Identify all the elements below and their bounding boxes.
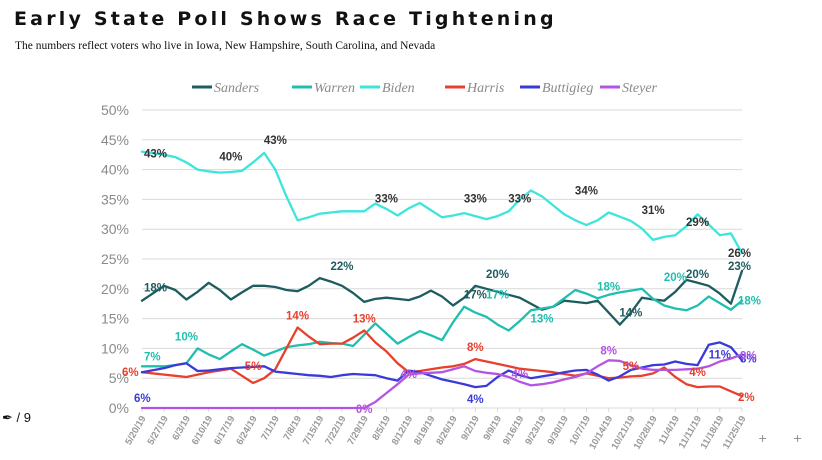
series-line-sanders bbox=[140, 269, 744, 326]
data-label: 4% bbox=[400, 369, 417, 381]
data-label: 34% bbox=[575, 186, 598, 198]
y-tick-label: 30% bbox=[101, 221, 129, 237]
legend: Sanders Warren Biden Harris Buttigieg Steyer bbox=[192, 81, 658, 96]
y-tick-label: 5% bbox=[109, 370, 129, 386]
chart-subtitle: The numbers reflect voters who live in I… bbox=[15, 40, 436, 52]
data-label: 5% bbox=[245, 361, 262, 373]
data-label: 11% bbox=[709, 349, 731, 361]
data-label: 8% bbox=[740, 353, 757, 365]
data-label: 4% bbox=[467, 394, 484, 406]
data-label: 18% bbox=[144, 283, 167, 295]
data-label: 31% bbox=[642, 205, 665, 217]
y-tick-label: 50% bbox=[101, 102, 129, 118]
plus-marker: + bbox=[793, 432, 803, 445]
data-label: 18% bbox=[738, 296, 761, 308]
data-label: 6% bbox=[134, 393, 151, 405]
data-label: 4% bbox=[511, 369, 528, 381]
data-label: 33% bbox=[508, 193, 531, 205]
legend-item-buttigieg: Buttigieg bbox=[520, 81, 593, 96]
data-label: 33% bbox=[375, 193, 398, 205]
data-label: 29% bbox=[686, 217, 709, 229]
x-tick-label: 6/24/19 bbox=[234, 414, 259, 447]
legend-item-biden: Biden bbox=[360, 81, 415, 96]
x-tick-label: 9/9/19 bbox=[481, 414, 504, 442]
data-label: 4% bbox=[689, 367, 706, 379]
data-label: 20% bbox=[486, 269, 509, 281]
legend-item-steyer: Steyer bbox=[600, 81, 658, 96]
data-labels: 43% 40% 43% 33% 33% 33% 34% 31% 29% 26% 18% 22% 17% 2… bbox=[122, 135, 761, 416]
data-label: 22% bbox=[330, 261, 353, 273]
y-tick-label: 40% bbox=[101, 162, 129, 178]
x-tick-label: 7/29/19 bbox=[345, 414, 370, 447]
x-tick-label: 6/3/19 bbox=[170, 414, 193, 442]
legend-label: Harris bbox=[466, 81, 505, 96]
y-tick-label: 10% bbox=[101, 340, 129, 356]
legend-label: Steyer bbox=[622, 81, 658, 96]
data-label: 20% bbox=[686, 269, 709, 281]
legend-item-sanders: Sanders bbox=[192, 81, 260, 96]
page-counter: ✒ / 9 bbox=[2, 410, 31, 426]
data-label: 8% bbox=[467, 342, 484, 354]
data-label: 8% bbox=[600, 345, 617, 357]
y-tick-label: 20% bbox=[101, 281, 129, 297]
legend-label: Warren bbox=[314, 81, 355, 96]
data-label: 23% bbox=[728, 261, 751, 273]
data-label: 14% bbox=[286, 311, 309, 323]
series-line-steyer bbox=[140, 353, 744, 410]
y-tick-label: 15% bbox=[101, 311, 129, 327]
data-label: 14% bbox=[619, 308, 642, 320]
data-label: 9% bbox=[740, 350, 757, 362]
data-label: 33% bbox=[464, 193, 487, 205]
legend-item-harris: Harris bbox=[445, 81, 505, 96]
y-tick-label: 45% bbox=[101, 132, 129, 148]
axes: 0%5%10%15%20%25%30%35%40%45%50%5/20/195/… bbox=[101, 102, 749, 452]
series-line-biden bbox=[140, 150, 744, 255]
series-line-warren bbox=[140, 287, 744, 368]
plus-marker: + bbox=[758, 432, 768, 445]
data-label: 43% bbox=[264, 135, 287, 147]
data-label: 6% bbox=[122, 367, 139, 379]
data-label: 2% bbox=[738, 392, 755, 404]
x-tick-label: 9/2/19 bbox=[459, 414, 482, 442]
edit-icon[interactable]: ✒ bbox=[2, 410, 13, 425]
x-tick-label: 5/27/19 bbox=[145, 414, 170, 447]
page-counter-text: / 9 bbox=[16, 410, 31, 425]
data-label: 5% bbox=[623, 361, 640, 373]
data-label: 18% bbox=[597, 281, 620, 293]
legend-label: Biden bbox=[382, 81, 415, 96]
x-tick-label: 8/5/19 bbox=[370, 414, 393, 442]
x-tick-label: 7/1/19 bbox=[259, 414, 282, 442]
data-label: 40% bbox=[219, 152, 242, 164]
series-line-buttigieg bbox=[140, 341, 744, 389]
y-tick-label: 35% bbox=[101, 191, 129, 207]
series-line-harris bbox=[140, 326, 744, 398]
legend-item-warren: Warren bbox=[292, 81, 355, 96]
chart-title: Early State Poll Shows Race Tightening bbox=[14, 8, 557, 30]
x-tick-label: 8/26/19 bbox=[434, 414, 459, 447]
data-label: 13% bbox=[353, 314, 376, 326]
y-tick-label: 25% bbox=[101, 251, 129, 267]
data-label: 0% bbox=[356, 404, 373, 416]
x-tick-label: 7/8/19 bbox=[281, 414, 304, 442]
data-label: 13% bbox=[530, 314, 553, 326]
y-tick-label: 0% bbox=[109, 400, 129, 416]
series-lines bbox=[140, 150, 744, 410]
data-label: 7% bbox=[144, 351, 161, 363]
legend-label: Buttigieg bbox=[542, 81, 593, 96]
data-label: 26% bbox=[728, 248, 751, 260]
data-label: 43% bbox=[144, 149, 167, 161]
data-label: 10% bbox=[175, 331, 198, 343]
data-label: 17% bbox=[486, 290, 509, 302]
data-label: 20% bbox=[664, 272, 687, 284]
data-label: 17% bbox=[464, 290, 487, 302]
legend-label: Sanders bbox=[214, 81, 260, 96]
